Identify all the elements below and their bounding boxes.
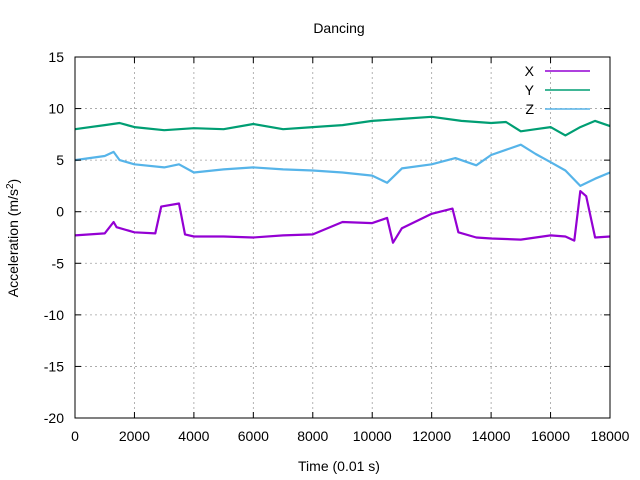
x-tick-label: 0	[71, 428, 79, 444]
x-tick-label: 2000	[119, 428, 150, 444]
x-tick-label: 18000	[591, 428, 630, 444]
x-tick-label: 12000	[412, 428, 451, 444]
series-line-y	[74, 115, 611, 137]
y-tick-label: -10	[44, 307, 64, 323]
y-tick-label: -20	[44, 410, 64, 426]
legend-label: Y	[525, 82, 535, 98]
legend: XYZ	[525, 63, 590, 117]
y-tick-label: -5	[52, 255, 65, 271]
tick-layer: 0 2000 4000 6000 8000 10000 12000 14000 16000 180…	[44, 49, 630, 444]
y-axis-label: Acceleration (m/s2)	[5, 179, 21, 297]
series-layer	[74, 115, 611, 244]
y-tick-label: 15	[48, 49, 64, 65]
legend-label: Z	[525, 101, 534, 117]
y-tick-label: -15	[44, 358, 64, 374]
chart-title: Dancing	[313, 20, 364, 36]
x-tick-label: 8000	[297, 428, 328, 444]
y-tick-label: 0	[56, 204, 64, 220]
y-axis-label-close: )	[5, 179, 21, 184]
x-tick-label: 4000	[178, 428, 209, 444]
x-axis-label: Time (0.01 s)	[298, 458, 380, 474]
y-axis-label-main: Acceleration (m/s	[5, 189, 21, 297]
y-axis-label-sup: 2	[5, 183, 16, 189]
series-line-z	[74, 143, 611, 187]
x-tick-label: 14000	[472, 428, 511, 444]
legend-label: X	[525, 63, 535, 79]
series-line-x	[74, 190, 611, 244]
y-tick-label: 5	[56, 152, 64, 168]
plot-frame	[74, 56, 611, 419]
x-tick-label: 6000	[238, 428, 269, 444]
y-tick-label: 10	[48, 101, 64, 117]
x-tick-label: 16000	[531, 428, 570, 444]
x-tick-label: 10000	[353, 428, 392, 444]
